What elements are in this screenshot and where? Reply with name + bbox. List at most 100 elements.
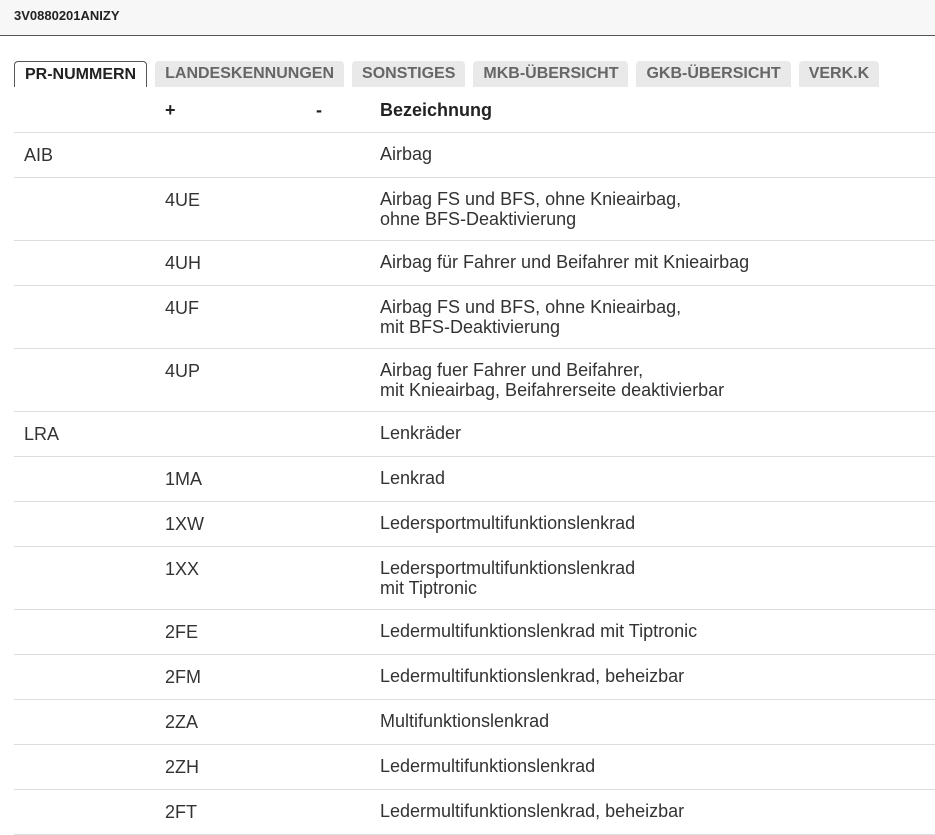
plus-code: 4UF [165,285,316,349]
description-line: Ledermultifunktionslenkrad, beheizbar [380,666,685,686]
cell-empty [165,132,316,178]
cell-empty [316,177,380,241]
description: Airbag für Fahrer und Beifahrer mit Knie… [380,240,935,286]
header: 3V0880201ANIZY [0,0,935,36]
table-row[interactable]: 2ZA Multifunktionslenkrad [14,699,935,745]
cell-empty [316,132,380,178]
cell-empty [14,654,165,700]
plus-code: 2FE [165,609,316,655]
description-line: Ledersportmultifunktionslenkrad [380,513,636,533]
tab[interactable]: LANDESKENNUNGEN [155,61,345,87]
group-code: AIB [14,132,165,178]
description-line: Airbag FS und BFS, ohne Knieairbag, [380,189,682,209]
cell-empty [165,411,316,457]
cell-empty [316,546,380,610]
plus-code: 2FM [165,654,316,700]
column-header: + [165,88,316,133]
plus-code: 2ZA [165,699,316,745]
cell-empty [316,744,380,790]
description-line: Ledermultifunktionslenkrad [380,756,596,776]
table-row[interactable]: 4UE Airbag FS und BFS, ohne Knieairbag, oh… [14,177,935,241]
table-row[interactable]: 2ZH Ledermultifunktionslenkrad [14,744,935,790]
cell-empty [316,609,380,655]
plus-code: 1XW [165,501,316,547]
tab[interactable]: MKB-ÜBERSICHT [473,61,629,87]
description: Airbag fuer Fahrer und Beifahrer, mit Kni… [380,348,935,412]
header-title: 3V0880201ANIZY [14,8,120,23]
cell-empty [14,177,165,241]
tab[interactable]: SONSTIGES [352,61,466,87]
description-line: mit Knieairbag, Beifahrerseite deaktivie… [380,380,725,400]
cell-empty [14,546,165,610]
cell-empty [14,501,165,547]
group-code: LRA [14,411,165,457]
description-line: Ledermultifunktionslenkrad mit Tiptronic [380,621,698,641]
cell-empty [14,744,165,790]
table-row[interactable]: AIB Airbag [14,132,935,178]
description: Multifunktionslenkrad [380,699,935,745]
description: Ledersportmultifunktionslenkrad mit Tiptr… [380,546,935,610]
table-row[interactable]: 1XW Ledersportmultifunktionslenkrad [14,501,935,547]
cell-empty [316,285,380,349]
description: Airbag FS und BFS, ohne Knieairbag, ohne … [380,177,935,241]
table-row[interactable]: 4UH Airbag für Fahrer und Beifahrer mit K… [14,240,935,286]
description: Ledermultifunktionslenkrad, beheizbar [380,789,935,835]
plus-code: 2FT [165,789,316,835]
description: Airbag FS und BFS, ohne Knieairbag, mit B… [380,285,935,349]
plus-code: 4UH [165,240,316,286]
tab-bar: PR-NUMMERN LANDESKENNUNGEN SONSTIGES MKB-ÜB… [14,61,880,87]
description: Lenkrad [380,456,935,502]
description-line: Lenkrad [380,468,446,488]
cell-empty [14,456,165,502]
plus-code: 4UP [165,348,316,412]
description: Ledermultifunktionslenkrad, beheizbar [380,654,935,700]
pr-table: + - Bezeichnung AIB Airbag 4UE Airbag FS und B… [14,88,935,835]
cell-empty [14,285,165,349]
description: Ledermultifunktionslenkrad mit Tiptronic [380,609,935,655]
description: Ledersportmultifunktionslenkrad [380,501,935,547]
table-row[interactable]: 4UF Airbag FS und BFS, ohne Knieairbag, mi… [14,285,935,349]
tab[interactable]: GKB-ÜBERSICHT [636,61,791,87]
cell-empty [316,501,380,547]
table-row[interactable]: 4UP Airbag fuer Fahrer und Beifahrer, mit … [14,348,935,412]
column-header: Bezeichnung [380,88,935,133]
table-row[interactable]: 1XX Ledersportmultifunktionslenkrad mit Ti… [14,546,935,610]
table-row[interactable]: 2FT Ledermultifunktionslenkrad, beheizbar [14,789,935,835]
description-line: mit BFS-Deaktivierung [380,317,561,337]
description-line: Lenkräder [380,423,462,443]
tab[interactable]: VERK.K [798,61,880,87]
col-empty [14,88,165,133]
description-line: Ledermultifunktionslenkrad, beheizbar [380,801,685,821]
cell-empty [316,411,380,457]
cell-empty [316,654,380,700]
table-row[interactable]: 2FM Ledermultifunktionslenkrad, beheizbar [14,654,935,700]
description-line: Airbag fuer Fahrer und Beifahrer, [380,360,644,380]
cell-empty [14,609,165,655]
plus-code: 1MA [165,456,316,502]
cell-empty [316,789,380,835]
cell-empty [14,789,165,835]
cell-empty [14,699,165,745]
description: Lenkräder [380,411,935,457]
description-line: Airbag [380,144,433,164]
header-row: + - Bezeichnung [14,88,935,133]
cell-empty [14,240,165,286]
tab[interactable]: PR-NUMMERN [14,61,148,87]
table-row[interactable]: 2FE Ledermultifunktionslenkrad mit Tiptro… [14,609,935,655]
plus-code: 1XX [165,546,316,610]
description-line: Ledersportmultifunktionslenkrad [380,558,636,578]
cell-empty [316,240,380,286]
description: Ledermultifunktionslenkrad [380,744,935,790]
cell-empty [14,348,165,412]
description-line: ohne BFS-Deaktivierung [380,209,577,229]
cell-empty [316,699,380,745]
description-line: mit Tiptronic [380,578,478,598]
description: Airbag [380,132,935,178]
description-line: Airbag FS und BFS, ohne Knieairbag, [380,297,682,317]
table-row[interactable]: 1MA Lenkrad [14,456,935,502]
table-row[interactable]: LRA Lenkräder [14,411,935,457]
description-line: Airbag für Fahrer und Beifahrer mit Knie… [380,252,750,272]
plus-code: 4UE [165,177,316,241]
description-line: Multifunktionslenkrad [380,711,550,731]
